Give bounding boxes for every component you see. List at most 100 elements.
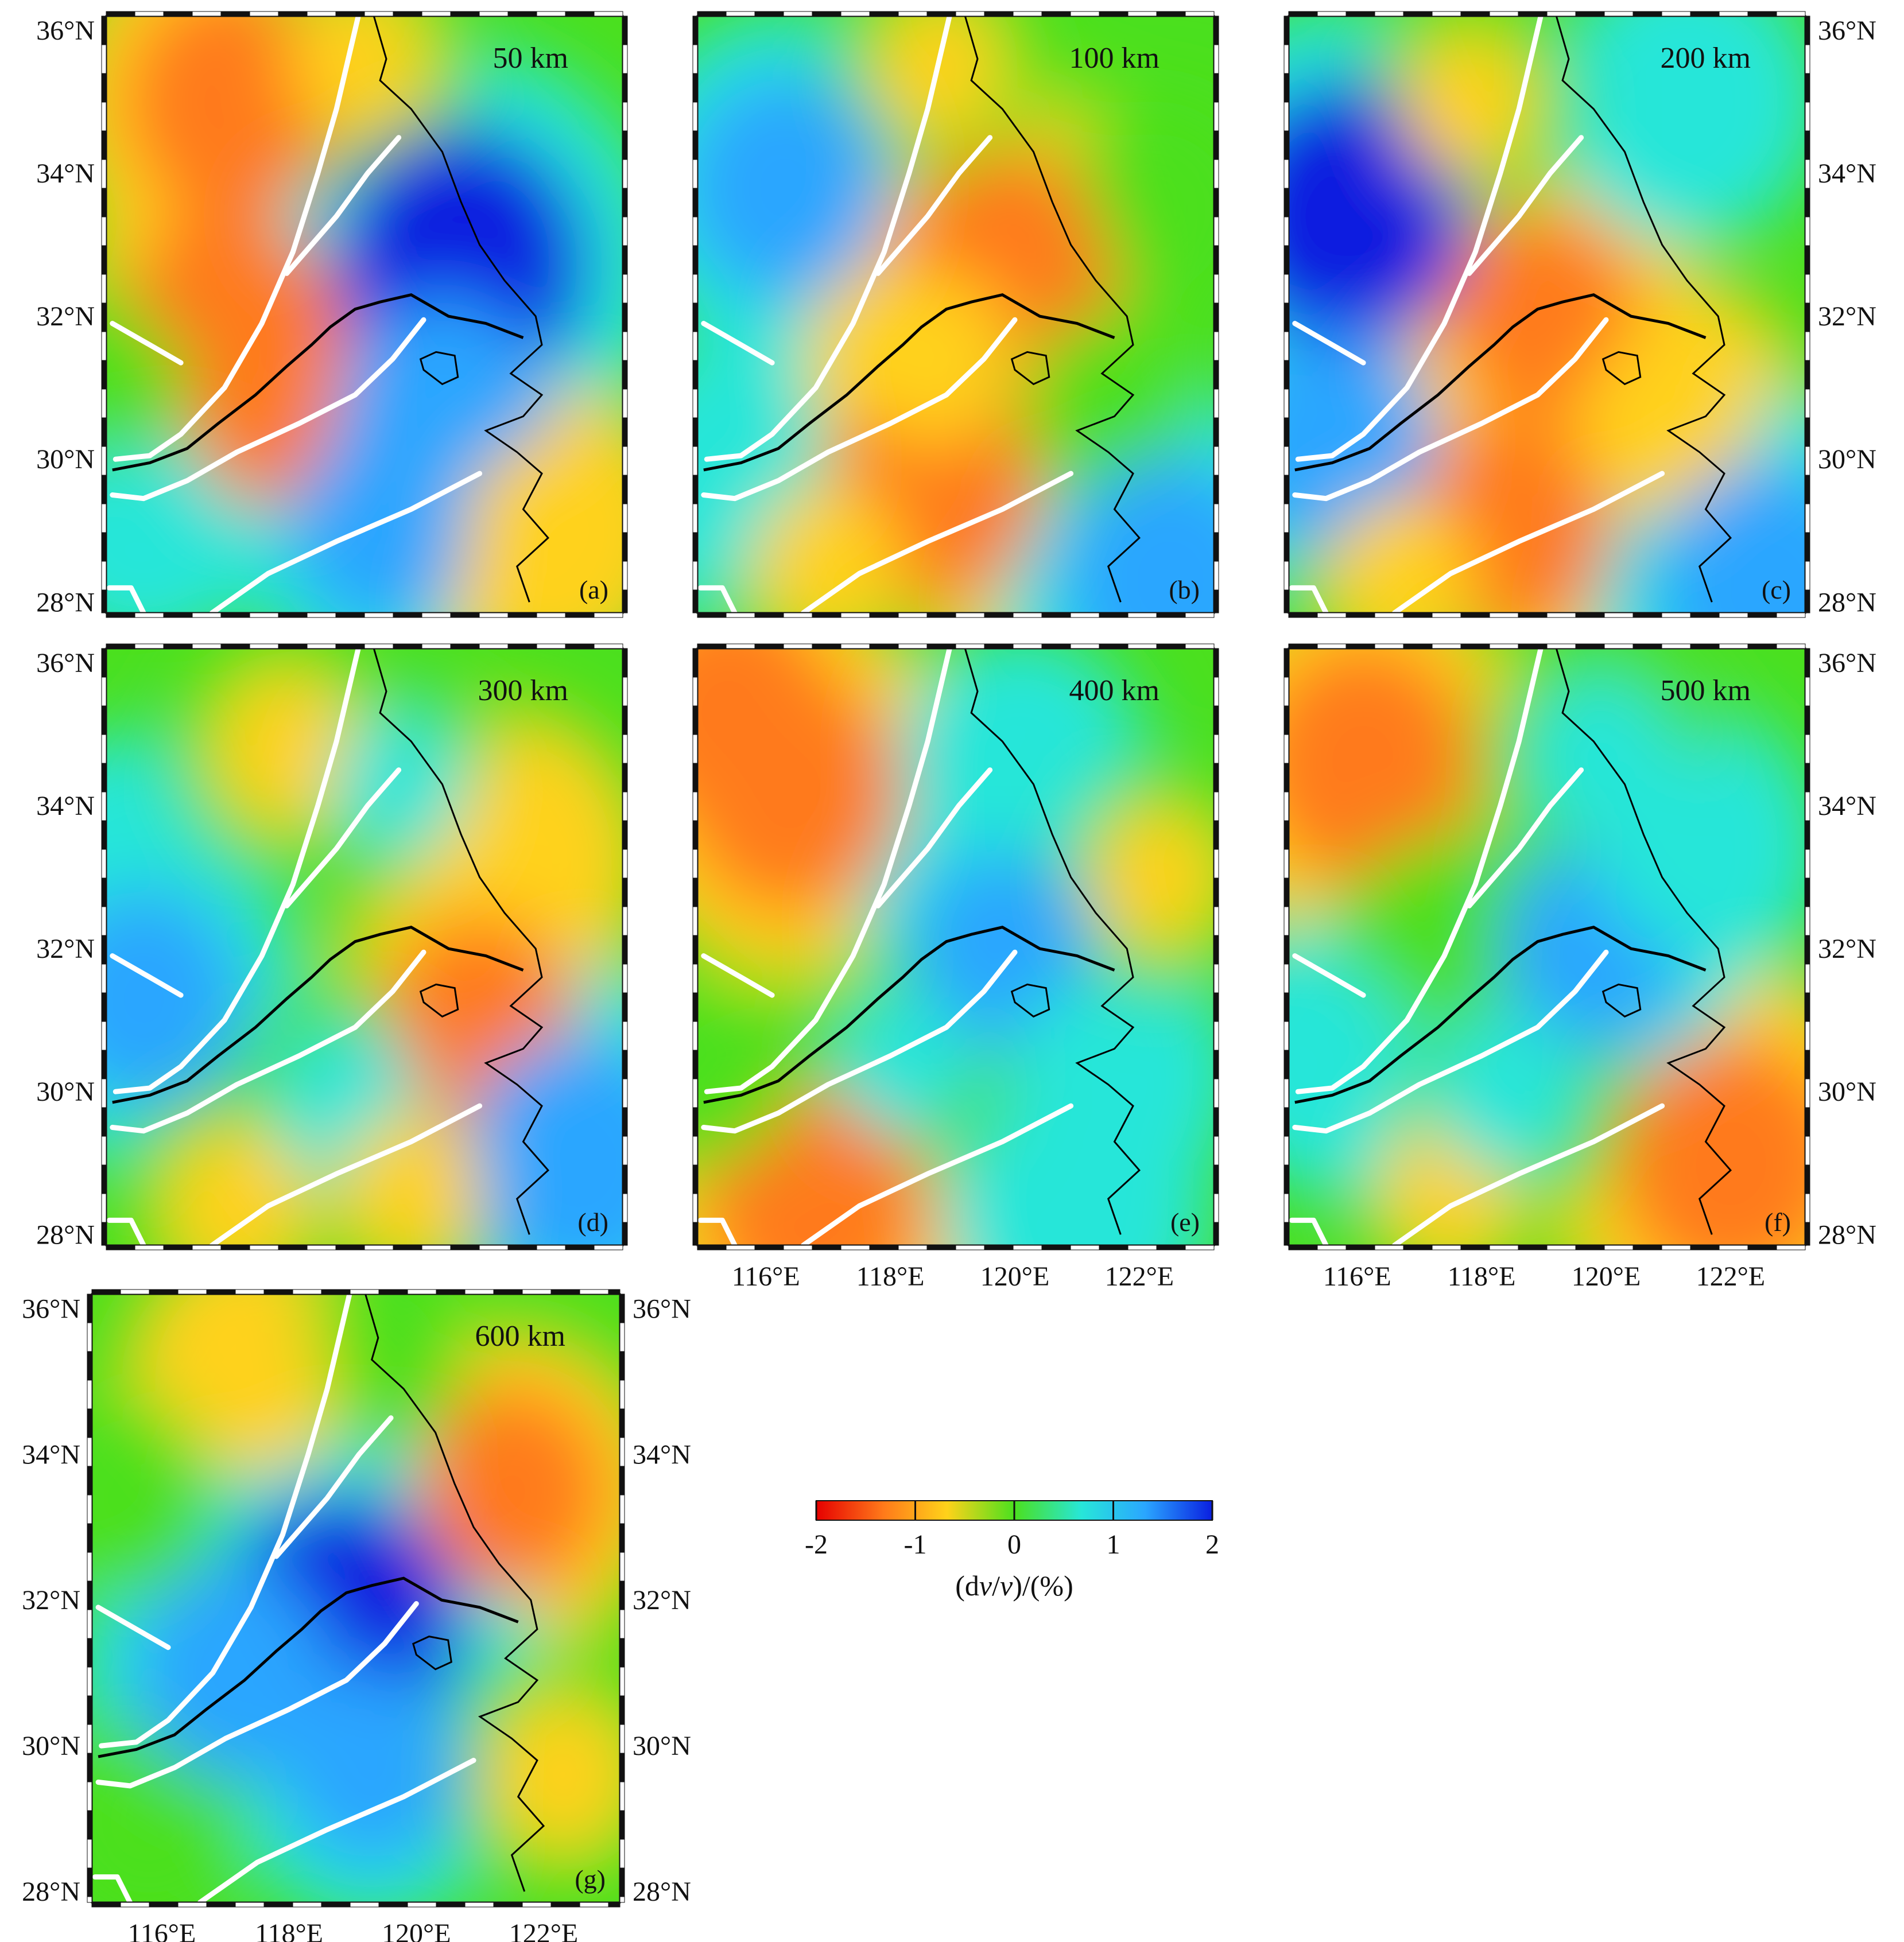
- lat-tick-label: 30°N: [633, 1731, 691, 1761]
- anomaly-core: [993, 1121, 1161, 1245]
- colorbar-title: (dv/v)/(%): [955, 1570, 1073, 1602]
- lon-tick-label: 118°E: [255, 1918, 323, 1942]
- lon-tick-label: 122°E: [509, 1918, 579, 1942]
- coastline: [373, 648, 549, 1235]
- lat-tick-label: 28°N: [633, 1877, 691, 1907]
- fault-line: [1289, 1217, 1329, 1245]
- fault-line: [110, 953, 184, 998]
- panel-letter: (d): [577, 1207, 608, 1237]
- fault-line: [1292, 321, 1366, 366]
- anomaly-core: [289, 16, 433, 138]
- geography-overlay: [1289, 16, 1732, 613]
- lat-tick-label: 28°N: [1818, 1219, 1876, 1250]
- anomaly-core: [1032, 317, 1160, 458]
- fault-line: [209, 1103, 483, 1245]
- anomaly-core: [339, 1113, 483, 1245]
- fault-line: [113, 16, 361, 462]
- lon-tick-label: 116°E: [732, 1261, 800, 1292]
- colorbar-tick-label: -1: [904, 1529, 927, 1560]
- lat-tick-label: 36°N: [36, 648, 95, 678]
- anomaly-core: [173, 1294, 342, 1474]
- anomaly-core: [416, 1385, 608, 1597]
- lon-tick-label: 120°E: [382, 1918, 451, 1942]
- lat-tick-label: 32°N: [22, 1585, 80, 1615]
- yangtze-river: [98, 1576, 519, 1758]
- fault-line: [800, 1103, 1074, 1245]
- depth-label: 500 km: [1661, 674, 1751, 707]
- lat-tick-label: 30°N: [22, 1731, 80, 1761]
- depth-label: 200 km: [1661, 42, 1751, 75]
- fault-line: [273, 1415, 394, 1559]
- depth-label: 300 km: [478, 674, 568, 707]
- velocity-field: [1289, 648, 1805, 1245]
- panel-letter: (g): [575, 1865, 606, 1894]
- lake-outline: [1010, 351, 1050, 386]
- fault-line: [800, 471, 1074, 613]
- lat-tick-label: 30°N: [1818, 444, 1876, 475]
- lon-tick-label: 116°E: [1323, 1261, 1391, 1292]
- panel-g: 600 km (g) 36°N 34°N 32°N 30°N 28°N 36°N 34°N 32°…: [22, 1289, 691, 1942]
- anomaly-core: [331, 709, 467, 859]
- fault-line: [1391, 471, 1665, 613]
- anomaly-core: [1289, 968, 1412, 1144]
- yangtze-river: [1294, 293, 1707, 472]
- lat-tick-label: 34°N: [36, 158, 95, 189]
- anomaly-core: [322, 1294, 434, 1414]
- fault-line: [106, 585, 146, 613]
- fault-line: [1295, 16, 1544, 462]
- anomaly-core: [463, 1035, 623, 1245]
- map-frame: [692, 11, 1219, 618]
- colorbar: -2 -1 0 1 2 (dv/v)/(%): [805, 1500, 1219, 1602]
- map-frame: [101, 11, 628, 618]
- map-frame: [692, 643, 1219, 1250]
- lake-outline: [419, 983, 459, 1018]
- panel-a: 50 km (a) 36°N 34°N 32°N 30°N 28°N: [36, 11, 628, 618]
- anomaly-core: [752, 483, 904, 613]
- anomaly-core: [92, 1748, 213, 1889]
- map-frame: [87, 1289, 625, 1908]
- coastline: [964, 16, 1141, 603]
- panel-b: 100 km (b): [692, 11, 1219, 618]
- fault-line: [284, 135, 402, 276]
- anomaly-core: [1289, 648, 1476, 886]
- panel-letter: (b): [1169, 575, 1200, 604]
- lat-tick-label: 28°N: [36, 587, 95, 617]
- lat-tick-label: 32°N: [36, 934, 95, 964]
- lat-tick-label: 36°N: [36, 15, 95, 46]
- lon-tick-label: 118°E: [1448, 1261, 1516, 1292]
- yangtze-river: [112, 293, 524, 472]
- lat-tick-label: 30°N: [36, 444, 95, 475]
- anomaly-core: [1090, 802, 1214, 952]
- yangtze-river: [703, 926, 1115, 1104]
- depth-label: 600 km: [475, 1320, 565, 1353]
- anomaly-core: [1094, 139, 1214, 279]
- fault-line: [1295, 648, 1544, 1094]
- coastline: [1555, 648, 1732, 1235]
- lat-tick-label: 32°N: [633, 1585, 691, 1615]
- anomaly-core: [697, 73, 889, 302]
- anomaly-core: [1325, 497, 1477, 613]
- geography-overlay: [1289, 648, 1732, 1245]
- panel-f: 500 km (f) 36°N 34°N 32°N 30°N 28°N 116°E 118°E 1…: [1283, 643, 1876, 1292]
- coastline: [964, 648, 1141, 1235]
- yangtze-river: [112, 926, 524, 1104]
- fault-line: [95, 1601, 419, 1789]
- lat-tick-label: 32°N: [36, 301, 95, 332]
- anomaly-core: [464, 438, 623, 613]
- lat-tick-label: 30°N: [1818, 1077, 1876, 1107]
- lat-tick-label: 34°N: [22, 1439, 80, 1470]
- lon-tick-label: 122°E: [1105, 1261, 1174, 1292]
- velocity-field: [92, 1294, 620, 1902]
- anomaly-core: [1603, 16, 1771, 195]
- geography-overlay: [697, 648, 1141, 1245]
- yangtze-river: [703, 293, 1115, 472]
- fault-line: [110, 317, 426, 502]
- panel-e: 400 km (e) 116°E 118°E 120°E 122°E: [692, 643, 1219, 1292]
- fault-line: [701, 317, 1018, 502]
- anomaly-core: [487, 1691, 620, 1859]
- lat-tick-label: 34°N: [1818, 791, 1876, 821]
- anomaly-core: [854, 271, 1014, 447]
- fault-line: [875, 135, 993, 276]
- lat-tick-label: 36°N: [22, 1294, 80, 1324]
- velocity-field: [697, 648, 1214, 1245]
